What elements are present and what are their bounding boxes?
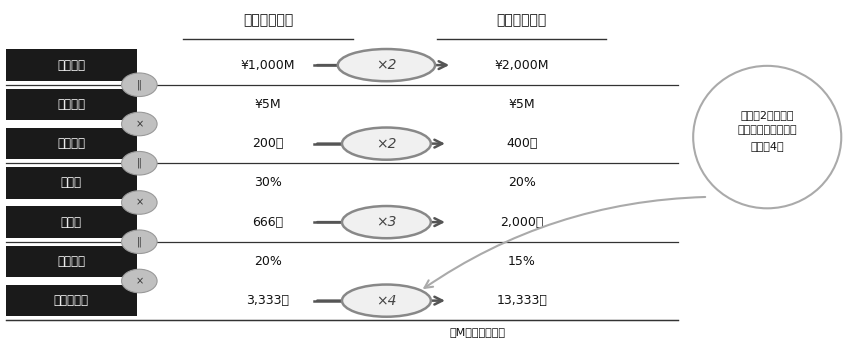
Ellipse shape [121,73,157,96]
Text: ×: × [135,119,143,129]
Text: 13,333件: 13,333件 [497,294,548,307]
Ellipse shape [121,112,157,136]
Text: 受注件数: 受注件数 [57,137,85,150]
Text: ¥1,000M: ¥1,000M [241,58,295,71]
Text: ×4: ×4 [376,294,396,308]
FancyBboxPatch shape [6,89,137,120]
Text: 売上目標: 売上目標 [57,58,85,71]
FancyBboxPatch shape [6,167,137,199]
Ellipse shape [121,152,157,175]
Text: ¥2,000M: ¥2,000M [495,58,549,71]
Text: 15%: 15% [508,255,536,268]
FancyBboxPatch shape [6,128,137,159]
Text: 旧ターゲット: 旧ターゲット [243,13,293,27]
Text: 新ターゲット: 新ターゲット [497,13,547,27]
Text: （M＝１００万）: （M＝１００万） [450,327,506,337]
Ellipse shape [121,230,157,253]
Text: 商談化率: 商談化率 [57,255,85,268]
Text: 商談単価: 商談単価 [57,98,85,111]
Text: ‖: ‖ [137,79,142,90]
Text: ¥5M: ¥5M [509,98,535,111]
Text: 売上を2倍にする
ために必要なリード
件数は4倍: 売上を2倍にする ために必要なリード 件数は4倍 [738,110,797,151]
Text: 20%: 20% [254,255,282,268]
Text: 20%: 20% [508,176,536,189]
Ellipse shape [342,128,430,160]
Text: ×2: ×2 [376,58,396,72]
FancyBboxPatch shape [6,207,137,238]
Ellipse shape [121,269,157,293]
Text: ¥5M: ¥5M [255,98,281,111]
Text: 666件: 666件 [252,215,284,228]
Text: 2,000件: 2,000件 [500,215,543,228]
Text: ×2: ×2 [376,136,396,150]
FancyBboxPatch shape [6,49,137,81]
Text: 受注率: 受注率 [60,176,82,189]
Text: リード件数: リード件数 [53,294,88,307]
Ellipse shape [693,66,841,208]
Text: ×: × [135,276,143,286]
Ellipse shape [342,285,430,317]
Text: ×3: ×3 [376,215,396,229]
Ellipse shape [338,49,435,81]
FancyBboxPatch shape [6,246,137,277]
Text: 400件: 400件 [506,137,537,150]
Text: ‖: ‖ [137,158,142,169]
Text: 30%: 30% [254,176,282,189]
Text: ×: × [135,197,143,208]
Text: 3,333件: 3,333件 [246,294,290,307]
Text: ‖: ‖ [137,237,142,247]
Ellipse shape [121,191,157,214]
Text: 商談数: 商談数 [60,215,82,228]
Text: 200件: 200件 [252,137,284,150]
Ellipse shape [342,206,430,238]
FancyBboxPatch shape [6,285,137,316]
